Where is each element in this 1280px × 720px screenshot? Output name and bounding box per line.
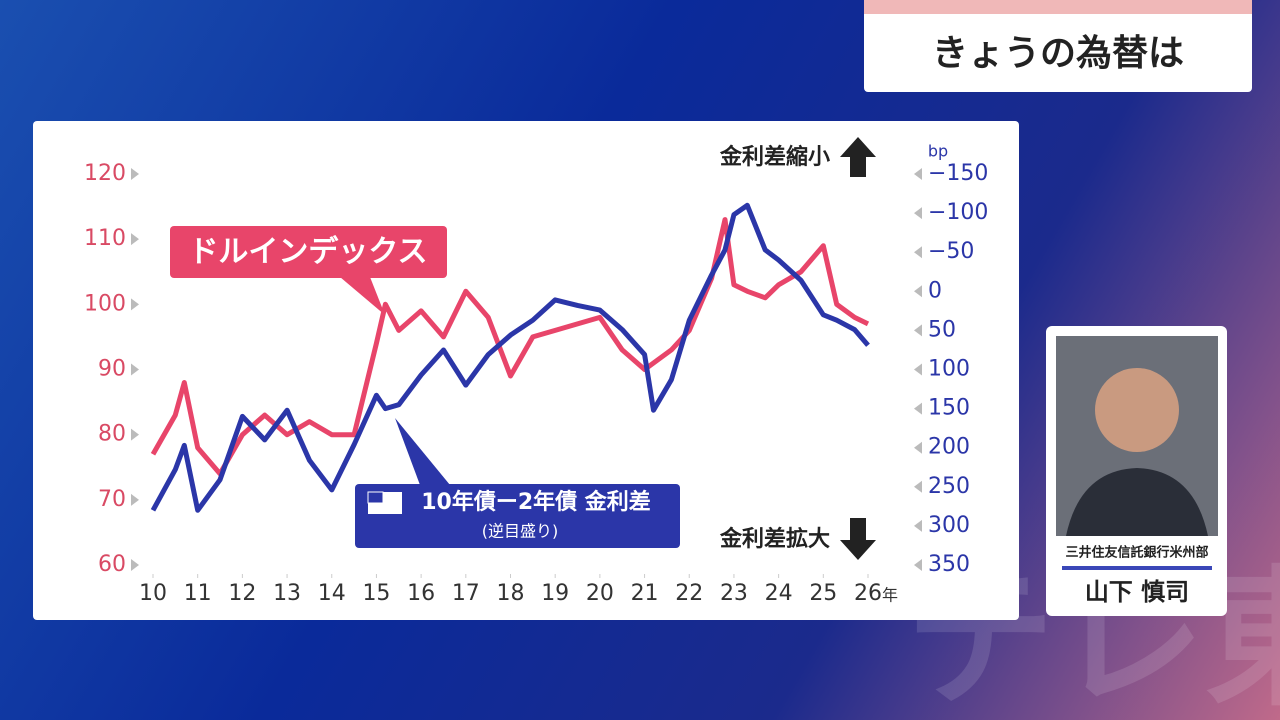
affiliation: 三井住友信託銀行米州部 (1065, 545, 1208, 561)
callout-blue (355, 484, 680, 548)
y-tick-label: 90 (98, 357, 126, 382)
y2-tick (914, 168, 922, 180)
title: きょうの為替は (932, 33, 1184, 74)
x-tick-label: 26 (854, 581, 882, 606)
arrow-down (840, 518, 876, 560)
y-tick (131, 363, 139, 376)
y-tick (131, 428, 139, 441)
y2-tick-label: 350 (928, 552, 970, 577)
series-note: (逆目盛り) (482, 522, 559, 541)
x-unit: 年 (882, 586, 898, 605)
y2-tick-label: 0 (928, 278, 942, 303)
y2-tick-label: 250 (928, 474, 970, 499)
y-tick-label: 120 (84, 161, 126, 186)
series-label: ドルインデックス (188, 235, 427, 270)
x-tick-label: 22 (675, 581, 703, 606)
callout-red-pointer (340, 277, 385, 315)
y2-tick (914, 402, 922, 415)
y-tick (131, 168, 139, 180)
y2-label: bp (928, 142, 948, 161)
y2-tick (914, 246, 922, 259)
y2-tick (914, 480, 922, 493)
y-tick (131, 493, 139, 506)
y2-tick (914, 285, 922, 298)
y2-tick (914, 363, 922, 376)
y2-tick-label: −50 (928, 239, 974, 264)
x-tick-label: 16 (407, 581, 435, 606)
y2-tick-label: 150 (928, 396, 970, 421)
x-tick-label: 10 (139, 581, 167, 606)
y-tick-label: 70 (98, 487, 126, 512)
x-tick-label: 17 (452, 581, 480, 606)
x-tick-label: 25 (809, 581, 837, 606)
y2-tick (914, 559, 922, 571)
series-label: 10年債ー2年債 金利差 (421, 489, 651, 515)
arrow-up (840, 137, 876, 177)
callout-blue-pointer (395, 418, 450, 485)
x-tick-label: 15 (362, 581, 390, 606)
divider (1062, 566, 1212, 570)
y2-tick (914, 519, 922, 532)
person-name: 山下 慎司 (1085, 578, 1189, 606)
y-tick-label: 100 (84, 291, 126, 316)
title-strip (864, 0, 1252, 14)
y-tick (131, 559, 139, 571)
y-tick (131, 298, 139, 311)
y2-tick (914, 207, 922, 220)
x-tick-label: 18 (497, 581, 525, 606)
y2-tick-label: −100 (928, 200, 988, 225)
y-tick (131, 233, 139, 246)
annotation: 金利差拡大 (719, 526, 830, 552)
y2-tick-label: 100 (928, 357, 970, 382)
y2-tick-label: 300 (928, 513, 970, 538)
x-tick-label: 19 (541, 581, 569, 606)
y2-tick (914, 441, 922, 454)
series-line (150, 217, 870, 477)
y2-tick-label: 200 (928, 435, 970, 460)
x-tick-label: 24 (765, 581, 793, 606)
x-tick-label: 12 (228, 581, 256, 606)
y2-tick-label: −150 (928, 161, 988, 186)
plot: 60 70 80 90 100 110 120 −150 −100 −50 0 50 100 150 200… (84, 161, 988, 606)
photo-body (1066, 468, 1208, 536)
y2-tick (914, 324, 922, 337)
callout-red (170, 226, 447, 278)
flag-canton (367, 491, 384, 504)
x-tick-label: 13 (273, 581, 301, 606)
y-tick-label: 60 (98, 552, 126, 577)
series-line (150, 202, 870, 513)
x-tick-label: 11 (184, 581, 212, 606)
x-tick-label: 20 (586, 581, 614, 606)
y-tick-label: 80 (98, 422, 126, 447)
x-tick-label: 21 (631, 581, 659, 606)
annotation: 金利差縮小 (719, 144, 830, 170)
y2-tick-label: 50 (928, 317, 956, 342)
title-box (864, 0, 1252, 92)
photo-face (1095, 368, 1179, 452)
x-tick-label: 23 (720, 581, 748, 606)
x-tick-label: 14 (318, 581, 346, 606)
y-tick-label: 110 (84, 226, 126, 251)
